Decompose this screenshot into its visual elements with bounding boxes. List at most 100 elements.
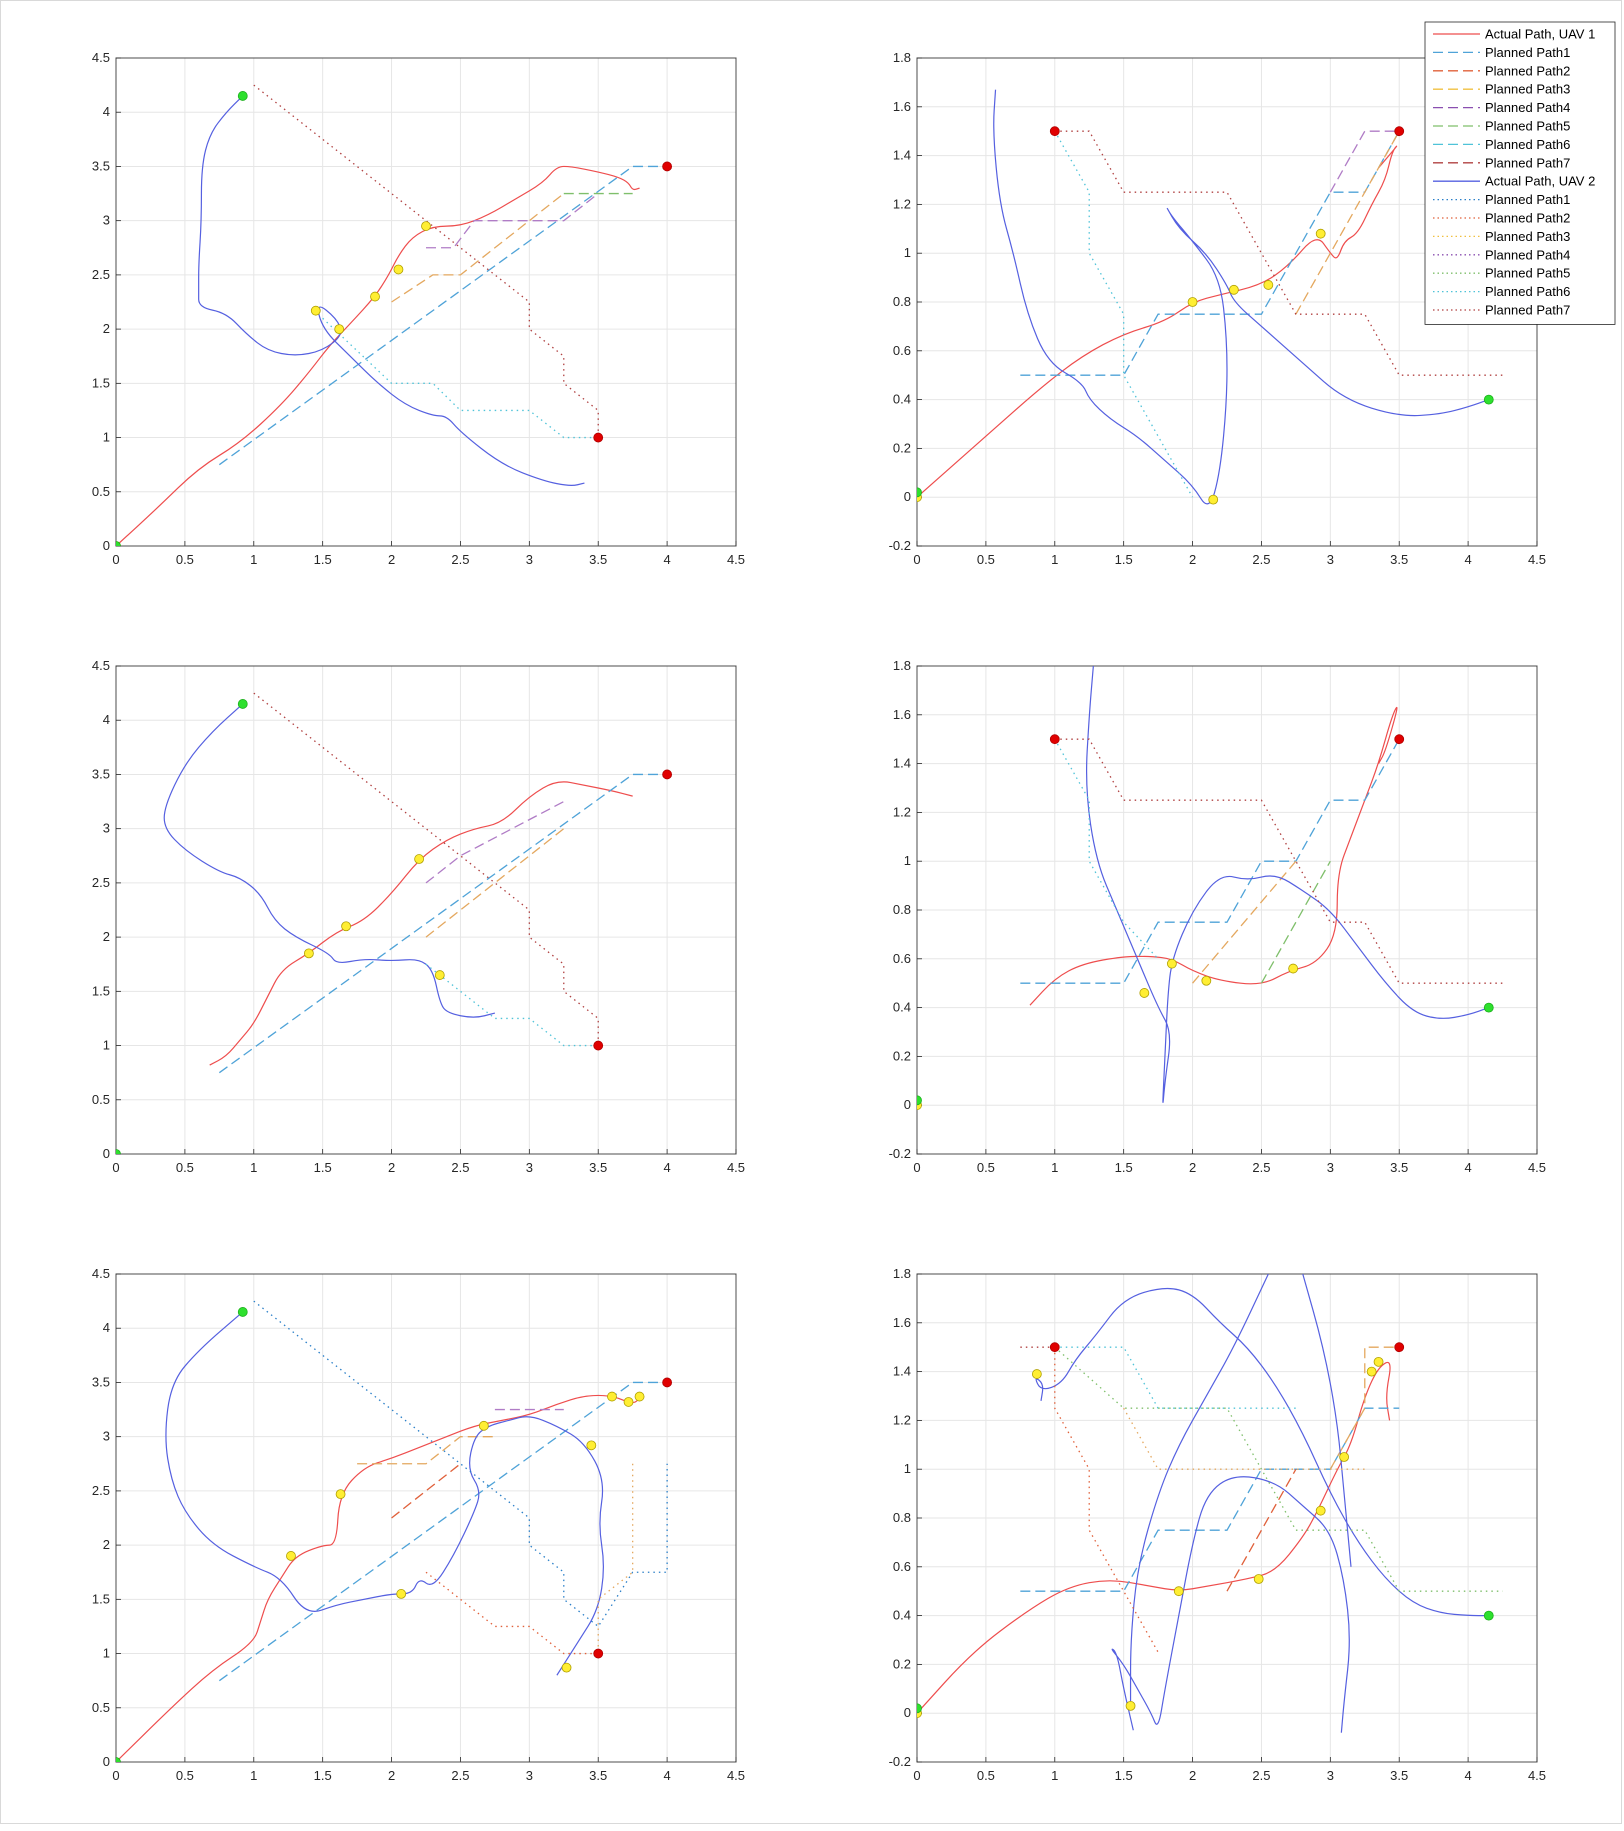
y-tick-label: 1.2 xyxy=(893,1412,911,1427)
x-tick-label: 1.5 xyxy=(314,552,332,567)
yellow-waypoint-marker xyxy=(586,1440,597,1451)
yellow-waypoint-marker xyxy=(561,1662,572,1673)
plot-frame xyxy=(916,665,1538,1155)
red-waypoint-marker xyxy=(593,1648,604,1659)
x-tick-label: 1.5 xyxy=(314,1768,332,1783)
planned-path-line xyxy=(425,963,599,1047)
planned-path-line xyxy=(1054,1346,1503,1592)
plot-area xyxy=(115,665,737,1155)
y-tick-label: 1 xyxy=(103,1646,110,1661)
x-tick-label: 0 xyxy=(913,1160,920,1175)
y-tick-label: 0.6 xyxy=(893,951,911,966)
y-tick-label: 0.8 xyxy=(893,294,911,309)
x-tick-label: 1.5 xyxy=(1115,1160,1133,1175)
series-group xyxy=(116,692,673,1154)
planned-path-line xyxy=(357,1436,495,1465)
green-waypoint-marker xyxy=(116,541,121,546)
legend-entry-label: Planned Path6 xyxy=(1485,137,1570,152)
legend-entry-label: Planned Path5 xyxy=(1485,119,1570,134)
yellow-waypoint-marker xyxy=(341,921,351,932)
x-tick-label: 2 xyxy=(1189,1160,1196,1175)
planned-path-line xyxy=(218,773,668,1074)
yellow-waypoint-marker xyxy=(623,1397,634,1407)
yellow-waypoint-marker xyxy=(607,1391,617,1402)
y-tick-label: 0.5 xyxy=(92,484,110,499)
x-tick-label: 3.5 xyxy=(1390,1160,1408,1175)
y-tick-label: 4 xyxy=(103,712,110,727)
uav1-actual-path-line xyxy=(116,165,640,546)
x-tick-label: 4.5 xyxy=(727,1768,745,1783)
legend-entry-label: Planned Path2 xyxy=(1485,211,1570,226)
y-tick-label: 1.2 xyxy=(893,804,911,819)
planned-path-line xyxy=(1054,1346,1296,1409)
y-tick-label: 4 xyxy=(103,1320,110,1335)
y-tick-label: 3 xyxy=(103,1429,110,1444)
y-tick-label: 1 xyxy=(904,245,911,260)
plot-area xyxy=(115,1273,737,1763)
red-waypoint-marker xyxy=(1394,734,1405,745)
uav2-actual-path-line xyxy=(165,1311,604,1676)
planned-path-line xyxy=(1020,1407,1400,1592)
planned-path-line xyxy=(425,1571,599,1655)
green-waypoint-marker xyxy=(917,1703,922,1714)
y-tick-label: 1.4 xyxy=(893,1364,911,1379)
chart-panel-top-left: 0 0.5 1 1.5 2 2.5 3 3.5 4 4.5 0 0.5 1 1.5 2 2.5 3 3.5 4 4.5 xyxy=(92,50,745,567)
y-tick-label: 1 xyxy=(103,430,110,445)
y-tick-label: 1.6 xyxy=(893,99,911,114)
yellow-waypoint-marker xyxy=(1288,963,1299,974)
green-waypoint-marker xyxy=(116,1757,121,1762)
y-tick-label: 1.5 xyxy=(92,375,110,390)
legend-entry-label: Planned Path4 xyxy=(1485,100,1570,115)
y-tick-label: 0.2 xyxy=(893,440,911,455)
red-waypoint-marker xyxy=(593,432,604,443)
x-tick-label: 3 xyxy=(1327,552,1334,567)
y-tick-label: 0.8 xyxy=(893,1510,911,1525)
y-tick-label: -0.2 xyxy=(889,1146,911,1161)
yellow-waypoint-marker xyxy=(1173,1586,1184,1597)
yellow-waypoint-marker xyxy=(334,324,345,335)
y-tick-label: 0.4 xyxy=(893,1000,911,1015)
uav1-actual-path-line xyxy=(209,781,633,1066)
yellow-waypoint-marker xyxy=(1208,494,1219,505)
x-tick-label: 2 xyxy=(388,552,395,567)
yellow-waypoint-marker xyxy=(421,221,431,231)
yellow-waypoint-marker xyxy=(1031,1369,1042,1379)
y-tick-label: 0.2 xyxy=(893,1656,911,1671)
x-tick-label: 1.5 xyxy=(1115,552,1133,567)
y-tick-label: 0 xyxy=(904,1705,911,1720)
x-tick-label: 1 xyxy=(1051,1768,1058,1783)
planned-path-line xyxy=(253,692,599,1046)
series-group xyxy=(917,89,1503,505)
plot-area xyxy=(115,57,737,547)
planned-path-line xyxy=(1123,1407,1365,1470)
x-tick-label: 0 xyxy=(112,1160,119,1175)
y-tick-label: 2 xyxy=(103,321,110,336)
y-tick-label: 3 xyxy=(103,213,110,228)
x-tick-label: 3 xyxy=(526,552,533,567)
y-tick-label: 3.5 xyxy=(92,158,110,173)
legend-entry-label: Actual Path, UAV 1 xyxy=(1485,27,1595,42)
legend-box xyxy=(1424,21,1616,325)
x-tick-label: 0 xyxy=(913,552,920,567)
x-tick-label: 1 xyxy=(1051,552,1058,567)
legend-entry-label: Planned Path7 xyxy=(1485,155,1570,170)
legend-entry-label: Planned Path5 xyxy=(1485,266,1570,281)
y-tick-label: 0.5 xyxy=(92,1700,110,1715)
planned-path-line xyxy=(218,165,668,466)
plot-frame xyxy=(115,665,737,1155)
x-tick-label: 1.5 xyxy=(314,1160,332,1175)
x-tick-label: 2.5 xyxy=(451,1160,469,1175)
y-tick-label: -0.2 xyxy=(889,1754,911,1769)
yellow-waypoint-marker xyxy=(434,970,445,980)
legend-entry-label: Planned Path3 xyxy=(1485,229,1570,244)
x-tick-label: 2 xyxy=(1189,1768,1196,1783)
yellow-waypoint-marker xyxy=(396,1589,407,1599)
x-tick-label: 1 xyxy=(1051,1160,1058,1175)
x-tick-label: 4.5 xyxy=(1528,552,1546,567)
yellow-waypoint-marker xyxy=(303,948,314,959)
y-tick-label: -0.2 xyxy=(889,538,911,553)
plot-frame xyxy=(115,57,737,547)
yellow-waypoint-marker xyxy=(634,1391,645,1402)
planned-path-line xyxy=(253,84,599,438)
